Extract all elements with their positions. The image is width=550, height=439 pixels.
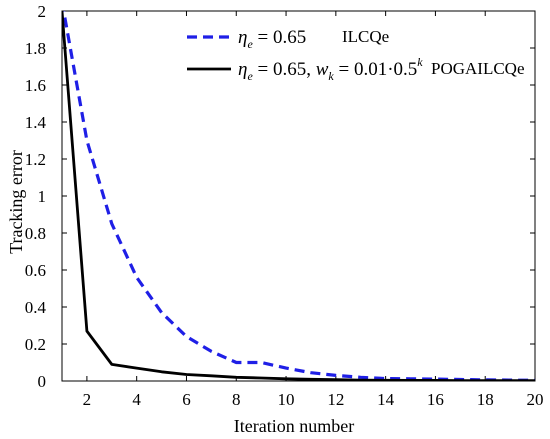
x-axis-ticks: 2 4 6 8 10 12 14 16 18 20 [83, 11, 544, 409]
x-tick-label: 16 [427, 390, 444, 409]
y-tick-label: 0.8 [25, 224, 46, 243]
y-tick-label: 0.2 [25, 335, 46, 354]
y-tick-label: 0 [38, 372, 47, 391]
legend: ηe = 0.65 ILCQe ηe = 0.65, wk = 0.01·0.5… [187, 27, 525, 83]
y-axis-ticks: 0 0.2 0.4 0.6 0.8 1 1.2 1.4 1.6 1.8 2 [25, 2, 535, 391]
x-axis-label: Iteration number [234, 416, 354, 436]
x-tick-label: 6 [182, 390, 191, 409]
y-tick-label: 1.6 [25, 76, 46, 95]
legend-equation-ilcqe: ηe = 0.65 [238, 27, 306, 51]
x-tick-label: 14 [377, 390, 395, 409]
legend-label-ilcqe: ILCQe [342, 27, 389, 46]
x-tick-label: 20 [527, 390, 544, 409]
y-tick-label: 0.4 [25, 298, 47, 317]
x-tick-label: 12 [327, 390, 344, 409]
x-tick-label: 18 [477, 390, 494, 409]
legend-label-pogailcqe: POGAILCQe [431, 59, 525, 78]
y-tick-label: 2 [38, 2, 47, 21]
y-axis-label: Tracking error [6, 150, 26, 254]
y-tick-label: 1 [38, 187, 47, 206]
y-tick-label: 1.8 [25, 39, 46, 58]
y-tick-label: 1.4 [25, 113, 47, 132]
y-tick-label: 0.6 [25, 261, 46, 280]
x-tick-label: 10 [278, 390, 295, 409]
legend-equation-pogailcqe: ηe = 0.65, wk = 0.01·0.5k [238, 55, 423, 83]
series-line-pogailcqe [62, 11, 535, 381]
y-tick-label: 1.2 [25, 150, 46, 169]
x-tick-label: 4 [132, 390, 141, 409]
series-lines [62, 11, 535, 381]
x-tick-label: 2 [83, 390, 92, 409]
x-tick-label: 8 [232, 390, 241, 409]
